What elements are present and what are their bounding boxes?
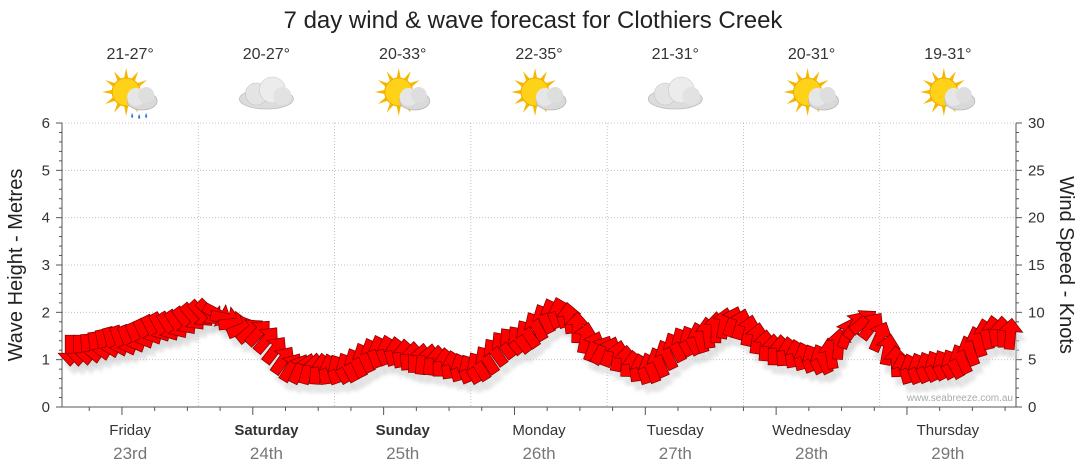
daily-forecast-row: 21-27° 20-27° 20-33° 22-35° 21-31° 20-31° 19-3… [102,46,976,119]
right-tick-label: 15 [1028,257,1045,274]
right-tick-label: 25 [1028,162,1045,179]
day-name-label: Wednesday [772,422,851,439]
sun-cloud-icon [511,68,567,116]
day-name-label: Sunday [376,422,431,439]
wind-arrow [858,312,884,342]
day-date-label: 24th [250,444,283,463]
temperature-range-label: 22-35° [515,46,562,63]
right-tick-label: 20 [1028,210,1045,227]
right-tick-label: 10 [1028,304,1045,321]
day-date-label: 25th [386,444,419,463]
wind-arrows [57,296,1024,386]
temperature-range-label: 20-27° [243,46,290,63]
temperature-range-label: 21-27° [106,46,153,63]
right-tick-label: 5 [1028,352,1036,369]
day-name-label: Thursday [917,422,980,439]
sun-cloud-rain-icon [102,68,158,119]
right-axis-ticks: 0 5 10 15 20 25 30 [1016,115,1045,416]
temperature-range-label: 21-31° [652,46,699,63]
wind-arrow [261,337,287,366]
temperature-range-label: 20-31° [788,46,835,63]
temperature-range-label: 19-31° [924,46,971,63]
day-labels: Friday 23rd Saturday 24th Sunday 25th Monday 26… [88,407,1006,463]
wind-arrow [997,317,1024,351]
right-tick-label: 0 [1028,399,1036,416]
left-tick-label: 4 [42,210,50,227]
day-date-label: 23rd [113,444,147,463]
wind-arrow [252,327,278,356]
day-date-label: 27th [659,444,692,463]
left-tick-label: 0 [42,399,50,416]
temperature-range-label: 20-33° [379,46,426,63]
day-name-label: Tuesday [647,422,704,439]
sun-cloud-icon [919,68,976,116]
day-date-label: 26th [522,444,555,463]
left-tick-label: 3 [42,257,50,274]
left-tick-label: 5 [42,162,50,179]
day-name-label: Monday [512,422,566,439]
left-tick-label: 2 [42,304,50,321]
right-tick-label: 30 [1028,115,1045,132]
day-name-label: Friday [109,422,151,439]
sun-cloud-icon [374,68,431,116]
day-date-label: 28th [795,444,828,463]
wind-arrow [868,321,893,354]
left-tick-label: 1 [42,352,50,369]
right-axis-title: Wind Speed - Knots [1055,176,1077,354]
wind-arrow [875,333,901,366]
sun-cloud-icon [783,68,839,116]
cloud-icon [647,76,703,110]
left-tick-label: 6 [42,115,50,132]
cloud-icon [239,76,294,110]
left-axis-ticks: 0 1 2 3 4 5 6 [42,115,62,416]
day-name-label: Saturday [234,422,299,439]
credit-text: www.seabreeze.com.au [906,393,1013,404]
left-axis-title: Wave Height - Metres [5,169,27,362]
grid-lines [62,122,1016,407]
day-date-label: 29th [931,444,964,463]
chart-title: 7 day wind & wave forecast for Clothiers… [284,7,784,34]
